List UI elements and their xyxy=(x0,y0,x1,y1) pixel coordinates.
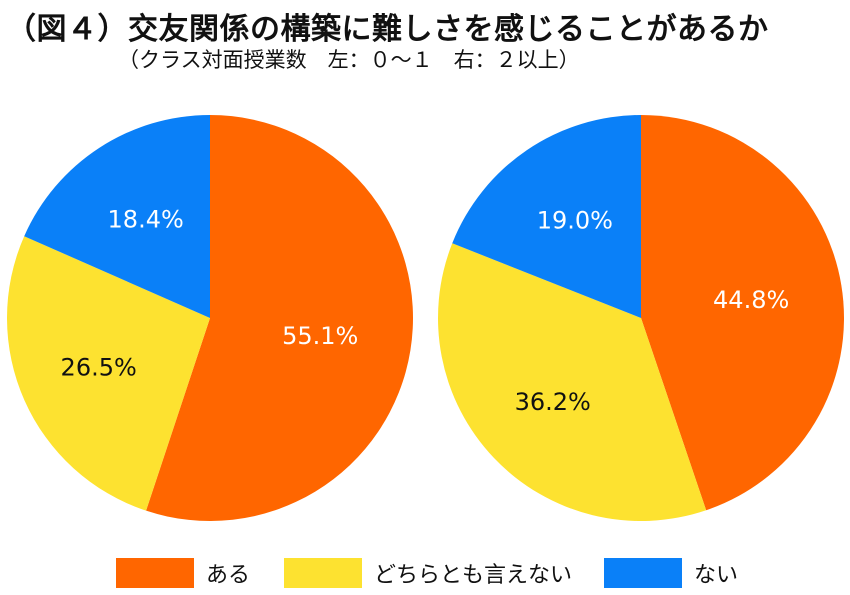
pie-1-label-dochira: 36.2% xyxy=(515,388,591,416)
pie-0-label-nai: 18.4% xyxy=(108,205,184,233)
legend-swatch-aru xyxy=(116,558,194,588)
pie-1-slice-aru xyxy=(641,115,845,511)
pie-0-label-aru: 55.1% xyxy=(282,322,358,350)
legend-item-dochira: どちらとも言えない xyxy=(284,557,572,589)
legend-swatch-dochira xyxy=(284,558,362,588)
pie-0-slice-dochira xyxy=(7,236,211,511)
legend-item-nai: ない xyxy=(604,557,738,589)
legend-swatch-nai xyxy=(604,558,682,588)
pie-0-label-dochira: 26.5% xyxy=(61,353,137,381)
pie-charts: 55.1% 26.5% 18.4% 44.8% 36.2% 19.0% xyxy=(7,115,845,521)
legend-label-dochira: どちらとも言えない xyxy=(374,563,573,588)
pie-1-slice-nai xyxy=(452,115,641,318)
legend-item-aru: ある xyxy=(116,557,250,589)
legend-label-nai: ない xyxy=(694,563,739,588)
pie-left: 55.1% 26.5% 18.4% xyxy=(7,115,414,521)
pie-1-label-nai: 19.0% xyxy=(537,207,613,235)
legend: ある どちらとも言えない ない xyxy=(0,553,850,593)
pie-1-label-aru: 44.8% xyxy=(713,286,789,314)
pie-0-slice-aru xyxy=(146,115,414,521)
pie-0-slice-nai xyxy=(24,115,211,318)
chart-subtitle: （クラス対面授業数 左：０～１ 右：２以上） xyxy=(118,48,580,72)
chart-title: （図４）交友関係の構築に難しさを感じることがあるか xyxy=(6,12,769,47)
legend-label-aru: ある xyxy=(206,563,251,588)
pie-right: 44.8% 36.2% 19.0% xyxy=(438,115,845,521)
pie-1-slice-dochira xyxy=(438,243,707,521)
